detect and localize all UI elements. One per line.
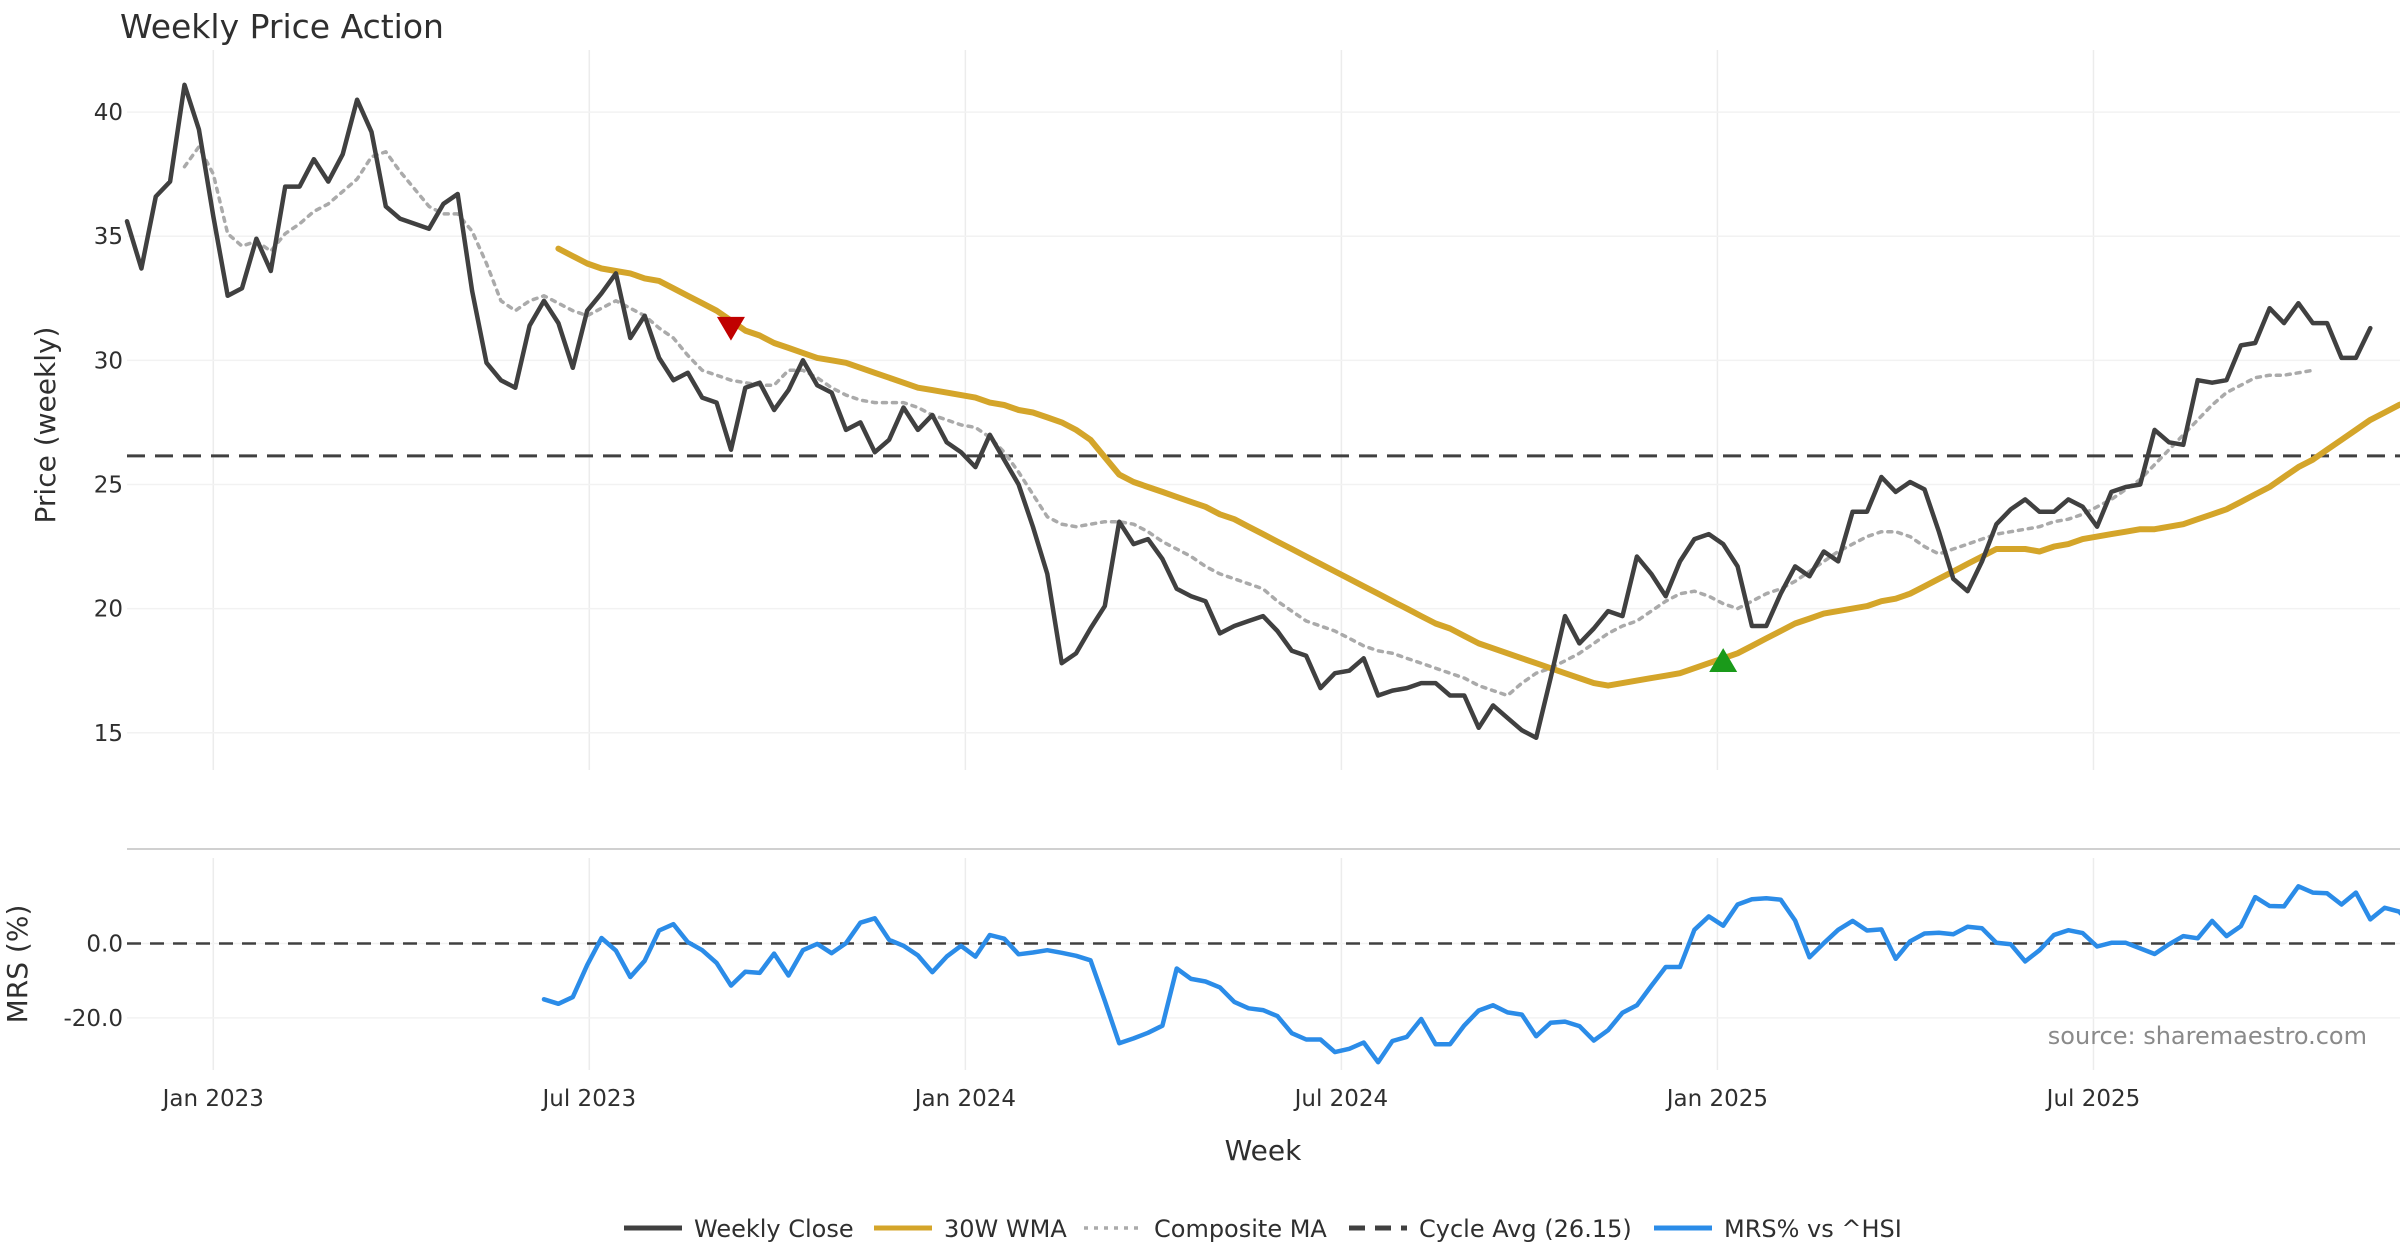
series-line-weekly-close xyxy=(124,82,2373,740)
x-tick-label: Jan 2024 xyxy=(913,1086,1016,1112)
legend-entry-composite-ma: Composite MA xyxy=(1084,1215,1327,1243)
mrs-y-tick-label: 0.0 xyxy=(86,932,123,958)
sell-signal-marker xyxy=(716,316,745,341)
mrs-y-ticks: 0.0 -20.0 xyxy=(63,932,123,1032)
mrs-series-group xyxy=(541,884,2400,1065)
buy-signal-marker xyxy=(1709,648,1738,672)
signal-markers xyxy=(716,316,1738,672)
legend-entry-mrs-vs-hsi: MRS% vs ^HSI xyxy=(1654,1215,1902,1243)
x-tick-label: Jul 2025 xyxy=(2045,1086,2141,1112)
price-y-tick-label: 15 xyxy=(94,721,123,747)
price-y-axis-label: Price (weekly) xyxy=(29,327,62,524)
chart-title: Weekly Price Action xyxy=(120,7,444,46)
x-tick-label: Jan 2025 xyxy=(1665,1086,1768,1112)
legend: Weekly Close 30W WMA Composite MA Cycle Avg… xyxy=(624,1215,1902,1243)
price-panel: 15 20 25 30 35 40 Price (weekly) xyxy=(29,50,2400,770)
price-y-tick-label: 40 xyxy=(94,100,123,126)
legend-entry-weekly-close: Weekly Close xyxy=(624,1215,854,1243)
x-axis-label: Week xyxy=(1225,1134,1302,1167)
legend-entry-cycle-avg-26-15: Cycle Avg (26.15) xyxy=(1349,1215,1632,1243)
source-label: source: sharemaestro.com xyxy=(2048,1022,2367,1050)
price-series-group xyxy=(124,82,2400,740)
mrs-y-tick-label: -20.0 xyxy=(63,1006,123,1032)
mrs-y-axis-label: MRS (%) xyxy=(1,905,34,1024)
price-y-tick-label: 25 xyxy=(94,472,123,498)
x-axis-ticks: Jan 2023 Jul 2023 Jan 2024 Jul 2024 Jan 2025… xyxy=(161,1086,2141,1112)
mrs-panel: 0.0 -20.0 MRS (%) xyxy=(1,858,2400,1070)
price-y-tick-label: 35 xyxy=(94,224,123,250)
x-tick-label: Jul 2023 xyxy=(541,1086,637,1112)
series-line-mrs-vs-hsi xyxy=(541,884,2400,1065)
x-tick-label: Jul 2024 xyxy=(1293,1086,1389,1112)
legend-entry-30w-wma: 30W WMA xyxy=(874,1215,1067,1243)
price-y-ticks: 15 20 25 30 35 40 xyxy=(94,100,123,747)
price-gridlines xyxy=(127,50,2400,770)
series-line-composite-ma xyxy=(182,145,2315,698)
legend-label: Weekly Close xyxy=(694,1215,854,1243)
legend-label: 30W WMA xyxy=(944,1215,1067,1243)
legend-label: Composite MA xyxy=(1154,1215,1327,1243)
x-tick-label: Jan 2023 xyxy=(161,1086,264,1112)
price-y-tick-label: 20 xyxy=(94,597,123,623)
legend-label: MRS% vs ^HSI xyxy=(1724,1215,1902,1243)
series-line-30w-wma xyxy=(555,245,2400,689)
legend-label: Cycle Avg (26.15) xyxy=(1419,1215,1632,1243)
price-y-tick-label: 30 xyxy=(94,348,123,374)
